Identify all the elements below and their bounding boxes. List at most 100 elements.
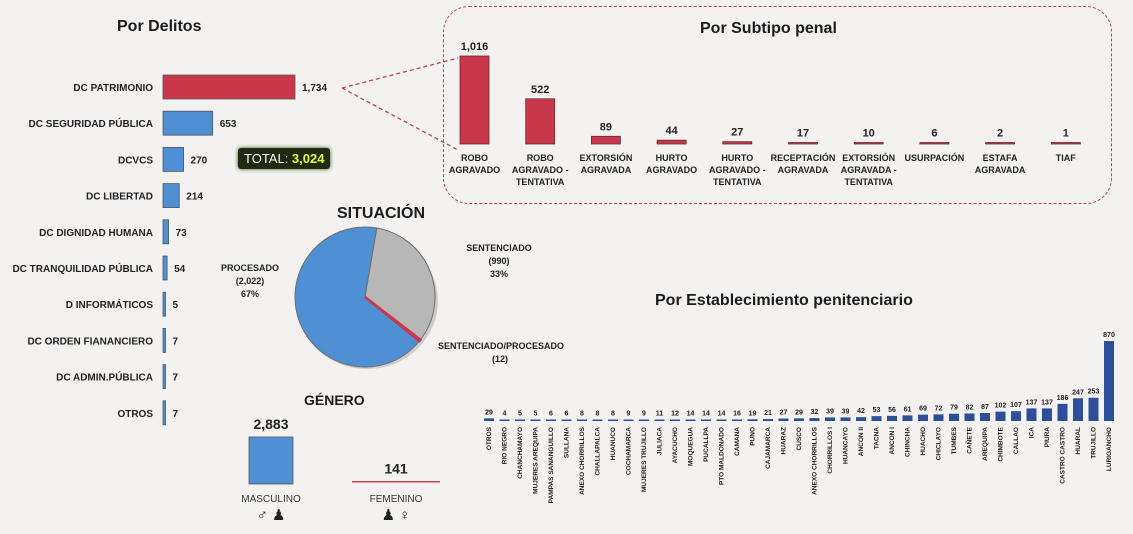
establecimiento-category-label: PTO MALDONADO [719,427,726,485]
establecimiento-value-label: 137 [1026,399,1038,406]
establecimiento-value-label: 12 [671,411,679,418]
establecimiento-value-label: 32 [811,409,819,416]
establecimiento-bar [964,413,975,421]
establecimiento-category-label: CHANCHAMAYO [517,427,524,479]
establecimiento-category-label: PUCALLPA [703,427,710,462]
establecimiento-bar [1073,398,1083,421]
establecimiento-category-label: CHORRILLOS I [827,427,834,474]
subtipo-bar [1050,142,1081,145]
establecimiento-value-label: 9 [627,411,631,418]
subtipo-category-label: AGRAVADA [778,165,829,175]
delitos-value-label: 7 [173,409,179,420]
establecimiento-category-label: CHICLAYO [936,427,943,460]
establecimiento-value-label: 14 [687,411,695,418]
delitos-bar [162,74,296,100]
subtipo-category-label: AGRAVADO [646,165,697,175]
establecimiento-category-label: PIURA [1044,427,1051,448]
delitos-category-label: DC TRANQUILIDAD PÚBLICA [12,262,153,275]
establecimiento-category-label: SULLANA [564,427,571,458]
delitos-bar [162,364,166,390]
establecimiento-value-label: 39 [842,408,850,415]
establecimiento-value-label: 61 [904,406,912,413]
subtipo-category-label: AGRAVADA - [841,165,897,175]
establecimiento-category-label: ICA [1029,427,1036,439]
establecimiento-value-label: 6 [565,411,569,418]
establecimiento-value-label: 53 [873,407,881,414]
delitos-title: Por Delitos [117,18,202,35]
establecimiento-value-label: 8 [611,411,615,418]
establecimiento-bar [763,419,773,421]
establecimiento-bar [515,419,525,421]
establecimiento-bar [732,419,742,421]
establecimiento-category-label: AREQUIPA [982,427,989,461]
subtipo-category-label: EXTORSIÓN [842,152,895,163]
subtipo-category-label: TENTATIVA [713,177,762,187]
pie-label-name: SENTENCIADO/PROCESADO [438,341,564,351]
subtipo-category-label: AGRAVADO - [709,165,766,175]
subtipo-bar [853,142,884,145]
establecimiento-value-label: 137 [1041,399,1053,406]
establecimiento-value-label: 4 [503,411,507,418]
establecimiento-value-label: 39 [826,408,834,415]
establecimiento-value-label: 6 [549,411,553,418]
subtipo-category-label: AGRAVADO [449,165,500,175]
establecimiento-category-label: HUANCAYO [843,427,850,464]
establecimiento-value-label: 9 [642,411,646,418]
establecimiento-value-label: 79 [950,405,958,412]
subtipo-category-label: ROBO [461,153,488,163]
establecimiento-bar [716,419,727,421]
establecimiento-category-label: CASTRO CASTRO [1060,427,1067,484]
establecimiento-value-label: 870 [1103,332,1115,339]
establecimiento-bar [685,419,696,421]
establecimiento-bar [670,419,680,421]
establecimiento-bar [933,414,944,421]
establecimiento-bar [887,415,897,421]
establecimiento-bar [918,414,928,421]
establecimiento-value-label: 102 [995,403,1007,410]
establecimiento-value-label: 107 [1010,402,1022,409]
total-label: TOTAL: [244,151,292,166]
delitos-value-label: 7 [173,336,179,347]
subtipo-bar [459,55,490,145]
subtipo-bar [985,142,1015,145]
subtipo-category-label: USURPACIÓN [904,152,964,163]
establecimiento-bar [639,419,649,421]
establecimiento-category-label: CAÑETE [965,426,974,453]
establecimiento-category-label: HUARAL [1075,427,1082,454]
delitos-value-label: 653 [220,119,237,130]
establecimiento-value-label: 27 [780,410,788,417]
delitos-category-label: DC SEGURIDAD PÚBLICA [29,117,153,130]
delitos-value-label: 270 [191,155,208,166]
establecimiento-value-label: 72 [935,405,943,412]
subtipo-bar [919,142,950,145]
establecimiento-bar [1011,411,1021,421]
establecimiento-category-label: ANCON I [889,427,896,455]
pie-label-pct: 67% [241,289,259,299]
genero-category-label: FEMENINO [370,494,423,505]
delitos-category-label: DC LIBERTAD [86,192,153,203]
establecimiento-bar [546,419,556,421]
establecimiento-bar [499,419,510,421]
delitos-bar [162,183,180,208]
establecimiento-category-label: LURIGANCHO [1106,427,1113,471]
delitos-bar [162,147,184,172]
subtipo-value-label: 27 [731,127,743,139]
subtipo-bar [722,141,753,145]
delitos-bar [162,219,169,245]
establecimiento-category-label: ANCON II [858,427,865,456]
establecimiento-category-label: TACNA [874,427,881,450]
establecimiento-category-label: HUANUCO [610,427,617,460]
establecimiento-category-label: CHALLAPALCA [595,427,602,476]
establecimiento-category-label: CUSCO [796,427,803,450]
subtipo-category-label: ROBO [527,153,554,163]
subtipo-chart: 1,016 ROBO AGRAVADO 522 ROBO AGRAVADO - TENTAT… [449,41,1081,187]
genero-value-label: 2,883 [253,416,288,432]
subtipo-value-label: 89 [600,121,612,133]
delitos-category-label: DC ORDEN FIANANCIERO [27,336,153,347]
subtipo-bar [656,139,687,145]
establecimiento-category-label: MOQUEGUA [688,427,695,466]
establecimiento-category-label: CHINCHA [905,427,912,457]
establecimiento-bar [949,413,959,421]
delitos-bar [162,110,214,136]
